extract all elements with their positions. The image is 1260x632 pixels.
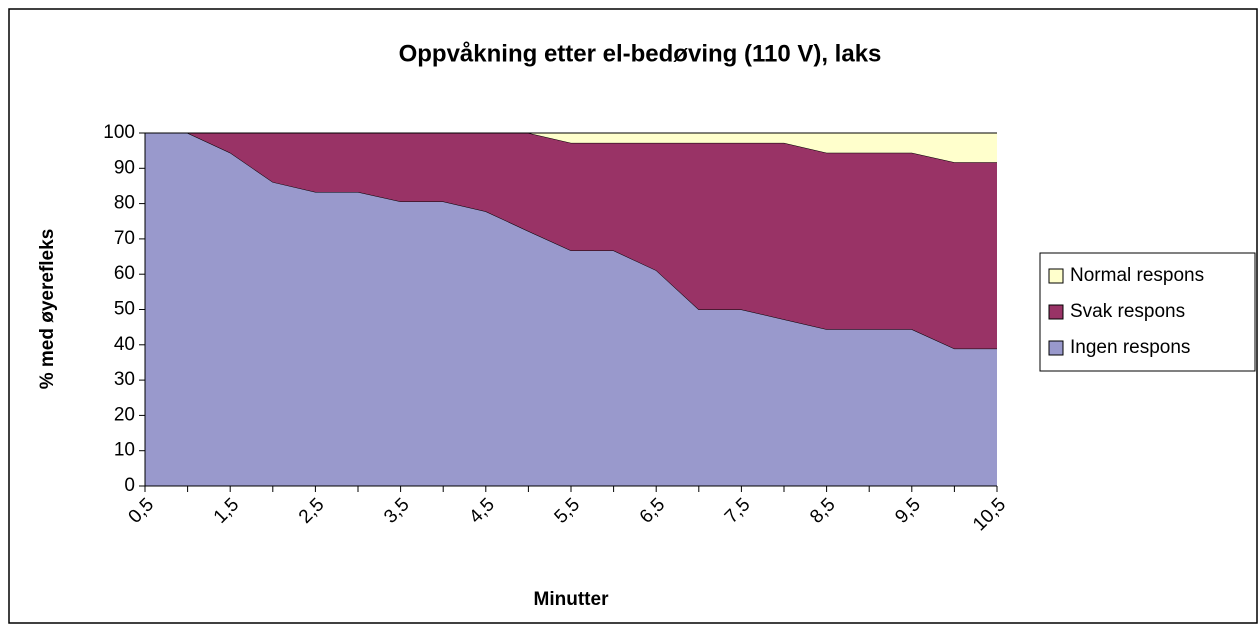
legend-swatch bbox=[1048, 304, 1064, 320]
legend-label: Normal respons bbox=[1070, 265, 1204, 286]
chart-title: Oppvåkning etter el-bedøving (110 V), la… bbox=[399, 40, 882, 67]
y-tick-label: 80 bbox=[114, 193, 135, 214]
y-tick-label: 90 bbox=[114, 157, 135, 178]
y-tick-label: 0 bbox=[124, 475, 135, 496]
y-tick-label: 20 bbox=[114, 404, 135, 425]
legend-swatch bbox=[1048, 268, 1064, 284]
y-tick-label: 40 bbox=[114, 334, 135, 355]
legend-swatch bbox=[1048, 340, 1064, 356]
area bbox=[145, 133, 997, 349]
legend-label: Svak respons bbox=[1070, 301, 1185, 322]
legend-label: Ingen respons bbox=[1070, 337, 1190, 358]
area bbox=[145, 133, 997, 486]
area bbox=[145, 133, 997, 163]
y-tick-label: 50 bbox=[114, 299, 135, 320]
y-tick-label: 60 bbox=[114, 263, 135, 284]
x-axis-label: Minutter bbox=[534, 589, 610, 610]
y-tick-label: 70 bbox=[114, 228, 135, 249]
y-axis-label: % med øyerefleks bbox=[37, 229, 58, 390]
legend-box bbox=[1039, 252, 1256, 372]
y-tick-label: 100 bbox=[103, 122, 135, 143]
y-tick-label: 10 bbox=[114, 440, 135, 461]
y-tick-label: 30 bbox=[114, 369, 135, 390]
